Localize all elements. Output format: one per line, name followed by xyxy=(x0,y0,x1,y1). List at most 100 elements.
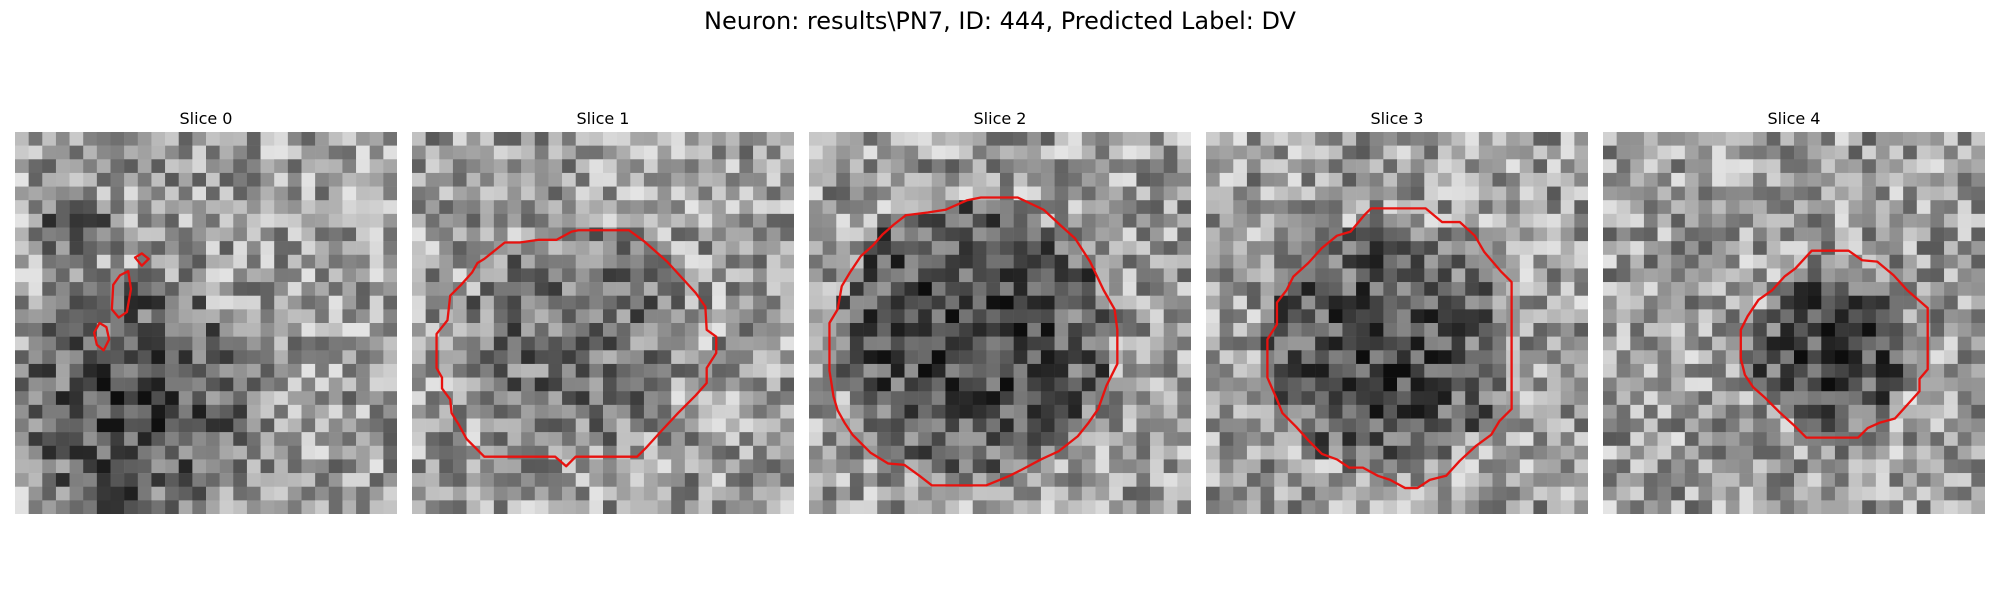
pixel xyxy=(206,486,220,501)
pixel xyxy=(439,432,454,447)
pixel xyxy=(1206,227,1220,242)
pixel xyxy=(1889,295,1904,310)
pixel xyxy=(328,268,343,283)
pixel xyxy=(219,268,234,283)
pixel xyxy=(521,432,536,447)
pixel xyxy=(849,268,864,283)
pixel xyxy=(1383,323,1398,337)
pixel xyxy=(1219,432,1234,447)
pixel xyxy=(1287,350,1302,365)
pixel xyxy=(452,336,467,351)
pixel xyxy=(1465,323,1480,337)
pixel xyxy=(1533,227,1548,242)
pixel xyxy=(1356,404,1370,419)
pixel xyxy=(1834,391,1849,406)
pixel xyxy=(1342,213,1357,228)
pixel xyxy=(1013,377,1028,392)
pixel xyxy=(918,363,933,378)
pixel xyxy=(1397,132,1411,146)
pixel xyxy=(1478,391,1493,406)
pixel xyxy=(356,323,370,337)
pixel xyxy=(15,295,29,310)
pixel xyxy=(931,309,946,324)
pixel xyxy=(28,350,43,365)
pixel xyxy=(712,172,727,187)
pixel xyxy=(959,459,973,474)
pixel xyxy=(1136,145,1151,160)
pixel xyxy=(233,241,248,256)
pixel xyxy=(890,432,905,447)
pixel xyxy=(124,268,139,283)
pixel xyxy=(507,500,522,514)
pixel xyxy=(562,309,576,324)
pixel xyxy=(890,186,905,201)
pixel xyxy=(493,172,508,187)
pixel xyxy=(28,486,43,501)
pixel xyxy=(151,323,166,337)
pixel xyxy=(1027,282,1042,296)
pixel xyxy=(1712,500,1727,514)
pixel xyxy=(1000,391,1014,406)
pixel xyxy=(725,295,740,310)
pixel xyxy=(493,404,508,419)
pixel xyxy=(1657,377,1672,392)
pixel xyxy=(575,404,590,419)
pixel xyxy=(15,309,29,324)
pixel xyxy=(1136,200,1151,215)
pixel xyxy=(1219,145,1234,160)
pixel xyxy=(863,432,878,447)
pixel xyxy=(877,309,892,324)
pixel xyxy=(1081,132,1096,146)
pixel xyxy=(534,418,549,433)
pixel xyxy=(972,350,987,365)
pixel xyxy=(630,241,645,256)
pixel xyxy=(890,459,905,474)
pixel xyxy=(739,254,754,269)
pixel xyxy=(918,241,933,256)
pixel xyxy=(1206,241,1220,256)
pixel xyxy=(1246,295,1261,310)
pixel xyxy=(1246,391,1261,406)
pixel xyxy=(698,404,713,419)
pixel xyxy=(1492,363,1507,378)
pixel xyxy=(1739,227,1754,242)
pixel xyxy=(836,336,851,351)
pixel xyxy=(1109,418,1124,433)
pixel xyxy=(356,459,370,474)
pixel xyxy=(1903,159,1918,174)
pixel xyxy=(1916,500,1931,514)
pixel xyxy=(480,391,495,406)
pixel xyxy=(315,186,330,201)
pixel xyxy=(1698,282,1713,296)
pixel xyxy=(1397,295,1411,310)
pixel xyxy=(439,459,454,474)
pixel xyxy=(1451,132,1466,146)
pixel xyxy=(1136,159,1151,174)
pixel xyxy=(178,459,193,474)
pixel xyxy=(342,418,357,433)
pixel xyxy=(246,241,261,256)
pixel xyxy=(1643,486,1658,501)
pixel xyxy=(766,200,781,215)
pixel xyxy=(315,473,330,487)
pixel xyxy=(1603,268,1617,283)
pixel xyxy=(1260,213,1275,228)
pixel xyxy=(1219,159,1234,174)
pixel xyxy=(1519,295,1534,310)
pixel xyxy=(1410,323,1425,337)
pixel xyxy=(671,213,686,228)
pixel xyxy=(1424,377,1439,392)
pixel xyxy=(1219,336,1234,351)
pixel xyxy=(28,323,43,337)
pixel xyxy=(1163,404,1178,419)
pixel xyxy=(1957,350,1972,365)
pixel xyxy=(260,500,275,514)
pixel xyxy=(1684,268,1699,283)
pixel xyxy=(698,418,713,433)
pixel xyxy=(1698,309,1713,324)
pixel xyxy=(1574,295,1588,310)
pixel xyxy=(739,418,754,433)
pixel xyxy=(1616,445,1631,460)
pixel xyxy=(1356,486,1370,501)
pixel xyxy=(725,363,740,378)
